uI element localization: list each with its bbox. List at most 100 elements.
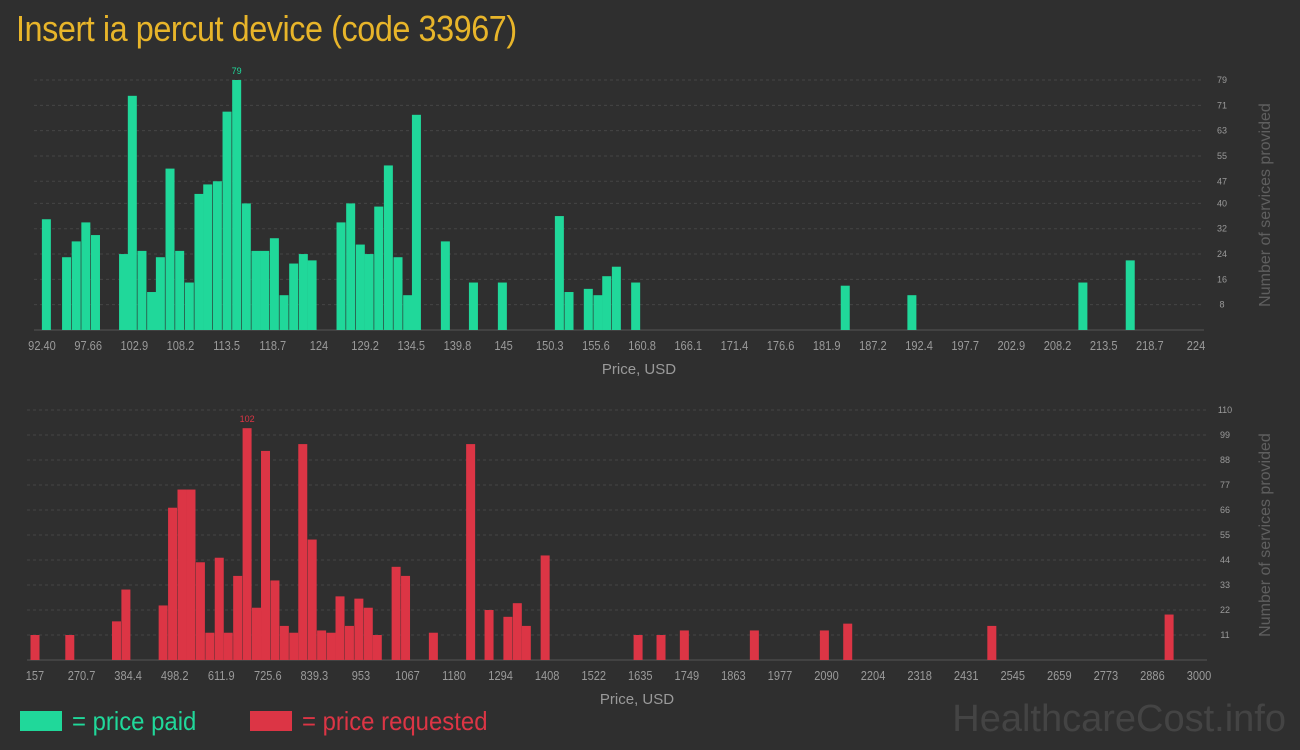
x-tick-label: 124 (310, 338, 329, 353)
bar (466, 444, 476, 660)
bar (540, 555, 550, 660)
x-tick-label: 2886 (1140, 668, 1165, 683)
bar (119, 254, 129, 330)
bar (30, 635, 40, 660)
x-tick-label: 155.6 (582, 338, 610, 353)
x-tick-label: 118.7 (259, 338, 286, 353)
y-tick-label: 32 (1217, 224, 1227, 234)
bar (233, 575, 243, 660)
x-axis-title: Price, USD (600, 691, 674, 708)
x-tick-label: 181.9 (813, 338, 841, 353)
x-tick-label: 2090 (814, 668, 839, 683)
bar (593, 295, 603, 330)
bar (633, 635, 643, 660)
bar (168, 507, 178, 660)
bar (497, 282, 507, 330)
x-tick-label: 1749 (675, 668, 700, 683)
bar (270, 580, 280, 660)
y-tick-label: 40 (1217, 198, 1227, 208)
bar (260, 250, 270, 330)
bar (656, 635, 666, 660)
bar (212, 181, 222, 330)
x-tick-label: 157 (26, 668, 45, 683)
legend-paid: = price paid (20, 705, 207, 737)
bar (554, 216, 564, 330)
x-tick-label: 139.8 (444, 338, 472, 353)
x-tick-label: 224 (1187, 338, 1206, 353)
x-tick-label: 2545 (1000, 668, 1025, 683)
x-tick-label: 150.3 (536, 338, 564, 353)
bar (336, 222, 346, 330)
x-tick-label: 725.6 (254, 668, 282, 683)
x-tick-label: 145 (494, 338, 513, 353)
bar (583, 288, 593, 330)
y-tick-label: 77 (1220, 480, 1230, 490)
bar (307, 260, 317, 330)
bar (401, 575, 411, 660)
bar (1164, 614, 1174, 660)
x-tick-label: 97.66 (74, 338, 102, 353)
bar (346, 203, 356, 330)
bar (679, 630, 689, 660)
y-tick-label: 55 (1220, 530, 1230, 540)
y-tick-label: 11 (1220, 630, 1229, 640)
bar (251, 250, 261, 330)
bar (41, 219, 51, 330)
bar (62, 257, 72, 330)
bar (819, 630, 829, 660)
x-tick-label: 171.4 (721, 338, 749, 353)
x-tick-label: 166.1 (674, 338, 702, 353)
x-tick-label: 92.40 (28, 338, 56, 353)
y-tick-label: 79 (1217, 75, 1227, 85)
bar (203, 184, 213, 330)
y-axis-title: Number of services provided (1257, 103, 1274, 307)
x-tick-label: 498.2 (161, 668, 189, 683)
bar (428, 632, 438, 660)
bar (335, 596, 345, 660)
x-tick-label: 1180 (442, 668, 466, 683)
bar (90, 235, 100, 330)
y-tick-label: 71 (1217, 100, 1227, 110)
bar (155, 257, 165, 330)
bar (71, 241, 81, 330)
y-tick-label: 44 (1220, 555, 1230, 565)
bar (195, 562, 205, 660)
bar (175, 250, 185, 330)
x-tick-label: 208.2 (1044, 338, 1072, 353)
y-tick-label: 55 (1217, 151, 1227, 161)
bar (383, 165, 393, 330)
bar (364, 254, 374, 330)
legend-paid-swatch (20, 711, 62, 731)
x-tick-label: 2431 (954, 668, 979, 683)
x-tick-label: 1977 (768, 668, 793, 683)
x-tick-label: 108.2 (167, 338, 195, 353)
bar (241, 203, 251, 330)
y-tick-label: 88 (1220, 455, 1230, 465)
x-tick-label: 1863 (721, 668, 746, 683)
bar (393, 257, 403, 330)
y-tick-label: 33 (1220, 580, 1230, 590)
y-tick-label: 47 (1217, 176, 1227, 186)
x-tick-label: 187.2 (859, 338, 887, 353)
x-tick-label: 160.8 (628, 338, 656, 353)
x-tick-label: 384.4 (114, 668, 142, 683)
x-tick-label: 953 (352, 668, 371, 683)
bar (298, 444, 308, 660)
bar (326, 632, 336, 660)
price-requested-chart: 11 22 33 44 55 66 77 88 99 110 157 270.7 384.4 498.2 6… (26, 405, 1274, 708)
x-tick-label: 1408 (535, 668, 560, 683)
bar (907, 295, 917, 330)
x-tick-label: 113.5 (213, 338, 240, 353)
bar (391, 566, 401, 660)
bar (307, 539, 317, 660)
bar (222, 111, 232, 330)
bar (440, 241, 450, 330)
bar (65, 635, 75, 660)
bar (269, 238, 279, 330)
x-tick-label: 213.5 (1090, 338, 1118, 353)
bar (631, 282, 641, 330)
bar (521, 625, 531, 660)
y-tick-label: 8 (1219, 300, 1224, 310)
bar (251, 607, 261, 660)
bar (611, 266, 621, 330)
